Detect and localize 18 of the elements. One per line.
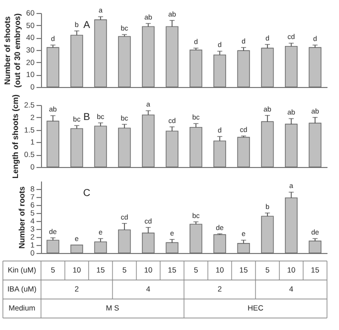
bar bbox=[261, 216, 274, 254]
y-axis-title: Length of shoots (cm) bbox=[11, 94, 20, 178]
bar bbox=[142, 232, 155, 254]
bar bbox=[70, 244, 84, 254]
bar bbox=[237, 243, 250, 254]
bar bbox=[166, 242, 178, 254]
annotation: C bbox=[83, 188, 90, 199]
annotation: A bbox=[83, 20, 90, 31]
annotation: B bbox=[83, 112, 90, 123]
bar bbox=[308, 240, 322, 254]
bar bbox=[46, 240, 60, 254]
bar bbox=[94, 241, 107, 254]
bar bbox=[190, 224, 202, 254]
y-axis-title: Number of shoots (out of 30 embryos) bbox=[3, 13, 22, 88]
y-axis-title: Number of roots bbox=[17, 186, 26, 249]
bar bbox=[213, 234, 226, 254]
bar bbox=[118, 229, 131, 254]
bar bbox=[284, 197, 298, 254]
